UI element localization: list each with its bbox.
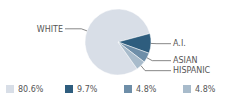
leader-line: [151, 43, 171, 44]
legend: 80.6% 9.7% 4.8% 4.8%: [6, 85, 216, 94]
leader-line: [147, 58, 171, 61]
slice-label: WHITE: [37, 25, 63, 34]
legend-label: 4.8%: [136, 85, 157, 94]
legend-swatch: [124, 85, 132, 93]
pie-slice: [118, 42, 144, 69]
slice-labels: WHITE A.I. ASIANHISPANIC: [37, 25, 211, 76]
leader-line: [65, 29, 87, 31]
legend-label: 9.7%: [77, 85, 98, 94]
slice-label: A.I.: [173, 39, 186, 48]
legend-swatch: [183, 85, 191, 93]
pie: [85, 9, 151, 75]
slice-label: ASIAN: [173, 56, 197, 65]
legend-swatch: [65, 85, 73, 93]
leader-line: [141, 66, 171, 71]
legend-label: 80.6%: [18, 85, 44, 94]
legend-label: 4.8%: [195, 85, 216, 94]
slice-label: HISPANIC: [173, 66, 211, 75]
chart: WHITE A.I. ASIANHISPANIC 80.6% 9.7% 4.8% 4.8%: [0, 0, 240, 100]
legend-swatch: [6, 85, 14, 93]
